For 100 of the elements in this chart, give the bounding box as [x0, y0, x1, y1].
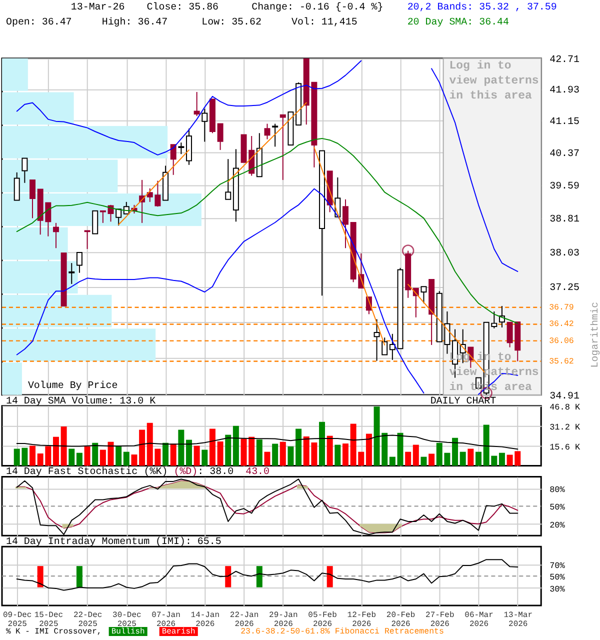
candlestick: [52, 222, 59, 249]
candlestick: [342, 198, 348, 249]
y-tick-label: 31.2 K: [550, 422, 581, 432]
y-tick-label: 39.59: [550, 180, 580, 192]
legend-title: % K - IMI Crossover,: [6, 627, 102, 636]
ref-line-label: 35.62: [549, 357, 574, 366]
y-tick-label: 40.37: [550, 148, 580, 159]
candlestick: [389, 333, 396, 360]
y-tick-label: 80%: [550, 485, 566, 496]
bar: [76, 452, 82, 466]
text: Change: -0.16 {-0.4 %}: [252, 2, 384, 13]
text: 20,2 Bands: 35.32 , 37.59: [407, 2, 557, 13]
x-tick-label: 15-Dec 2025: [34, 611, 64, 629]
bar: [460, 452, 466, 466]
y-tick-label: 34.91: [550, 390, 580, 402]
bar: [84, 446, 90, 466]
bar: [52, 436, 59, 466]
candlestick: [272, 123, 278, 148]
candlestick: [30, 179, 36, 219]
candlestick: [420, 286, 427, 304]
bar: [202, 450, 208, 466]
text: 23.6-38.2-50-61.8% Fibonacci Retracements: [240, 627, 444, 636]
bar: [186, 440, 192, 466]
x-tick-label: 09-Dec 2025: [3, 611, 32, 629]
text: Low: 35.62: [202, 16, 262, 28]
x-tick-label: 29-Jan 2026: [269, 611, 298, 629]
candlestick: [194, 91, 200, 117]
candlestick: [225, 158, 232, 200]
chart-title: 14 Day SMA Volume: 13.0 K: [6, 395, 156, 406]
band-label: Log in to view patterns in this area: [449, 59, 539, 102]
y-tick-label: 50%: [550, 572, 566, 583]
candlestick: [217, 123, 224, 150]
x-tick-label: 20-Feb 2026: [386, 611, 416, 629]
candlestick: [374, 318, 380, 362]
y-tick-label: 42.71: [550, 54, 580, 65]
bar: [68, 448, 75, 466]
candlestick: [100, 210, 106, 224]
ref-line-label: 36.06: [549, 336, 574, 346]
chart-title: 13-Mar-26: [70, 2, 125, 13]
x-tick-label: 13-Mar 2026: [504, 611, 533, 629]
bar: [428, 454, 435, 466]
x-tick-label: 14-Jan 2026: [190, 611, 220, 629]
x-tick-label: 22-Dec 2025: [73, 611, 102, 629]
bar: [468, 448, 474, 466]
bar: [412, 444, 419, 466]
series-label: (%D): [174, 466, 198, 478]
bar: [397, 432, 404, 466]
bar: [405, 452, 412, 466]
candlestick: [280, 114, 286, 180]
candlestick: [14, 172, 20, 201]
bar: [116, 446, 122, 466]
y-tick-label: 37.25: [550, 282, 580, 294]
bar: [232, 426, 239, 466]
text: 20 Day SMA: 36.44: [407, 16, 510, 28]
bar: [272, 444, 278, 466]
x-tick-label: 12-Feb 2026: [347, 611, 376, 629]
bar: [452, 438, 458, 466]
text: Volume By Price: [28, 380, 118, 391]
bar: [100, 450, 106, 466]
candlestick: [84, 230, 90, 250]
candlestick: [382, 337, 388, 356]
bar: [389, 456, 396, 466]
text: Bullish: [111, 627, 146, 636]
x-tick-label: 07-Jan 2026: [152, 611, 181, 629]
y-tick-label: 38.81: [550, 214, 580, 225]
bar: [209, 428, 216, 466]
bar: [139, 430, 146, 466]
bar: [30, 446, 36, 466]
x-tick-label: 06-Mar 2026: [464, 611, 494, 629]
bar: [92, 442, 98, 466]
candlestick: [202, 108, 208, 142]
y-tick-label: 15.6 K: [550, 442, 581, 452]
bar: [60, 426, 67, 466]
x-tick-label: 27-Feb 2026: [426, 611, 454, 629]
bar: [178, 430, 184, 466]
bar: [342, 443, 348, 466]
bar: [334, 444, 341, 466]
ref-line-label: 36.42: [549, 320, 574, 330]
bar: [256, 440, 262, 466]
candlestick: [178, 142, 184, 155]
bar: [420, 456, 427, 466]
x-tick-label: 05-Feb 2026: [308, 611, 338, 629]
bar: [108, 442, 114, 466]
chart-title: 14 Day Fast Stochastic: [6, 466, 138, 478]
bar: [162, 442, 169, 466]
candlestick: [170, 144, 176, 176]
chart-title: 14 Day Intraday Momentum (IMI): 65.5: [6, 536, 222, 548]
candlestick: [116, 208, 122, 226]
bar: [288, 446, 294, 466]
bar: [131, 454, 138, 466]
bar: [498, 452, 505, 466]
y-tick-label: 46.8 K: [550, 402, 581, 412]
y-tick-label: 20%: [550, 520, 566, 530]
candlestick: [76, 252, 82, 274]
candlestick: [22, 158, 28, 184]
annotation: 43.0: [246, 466, 270, 478]
bar: [264, 452, 270, 466]
bar: [366, 434, 372, 466]
y-tick-label: 41.93: [550, 84, 580, 96]
bar: [296, 428, 302, 466]
